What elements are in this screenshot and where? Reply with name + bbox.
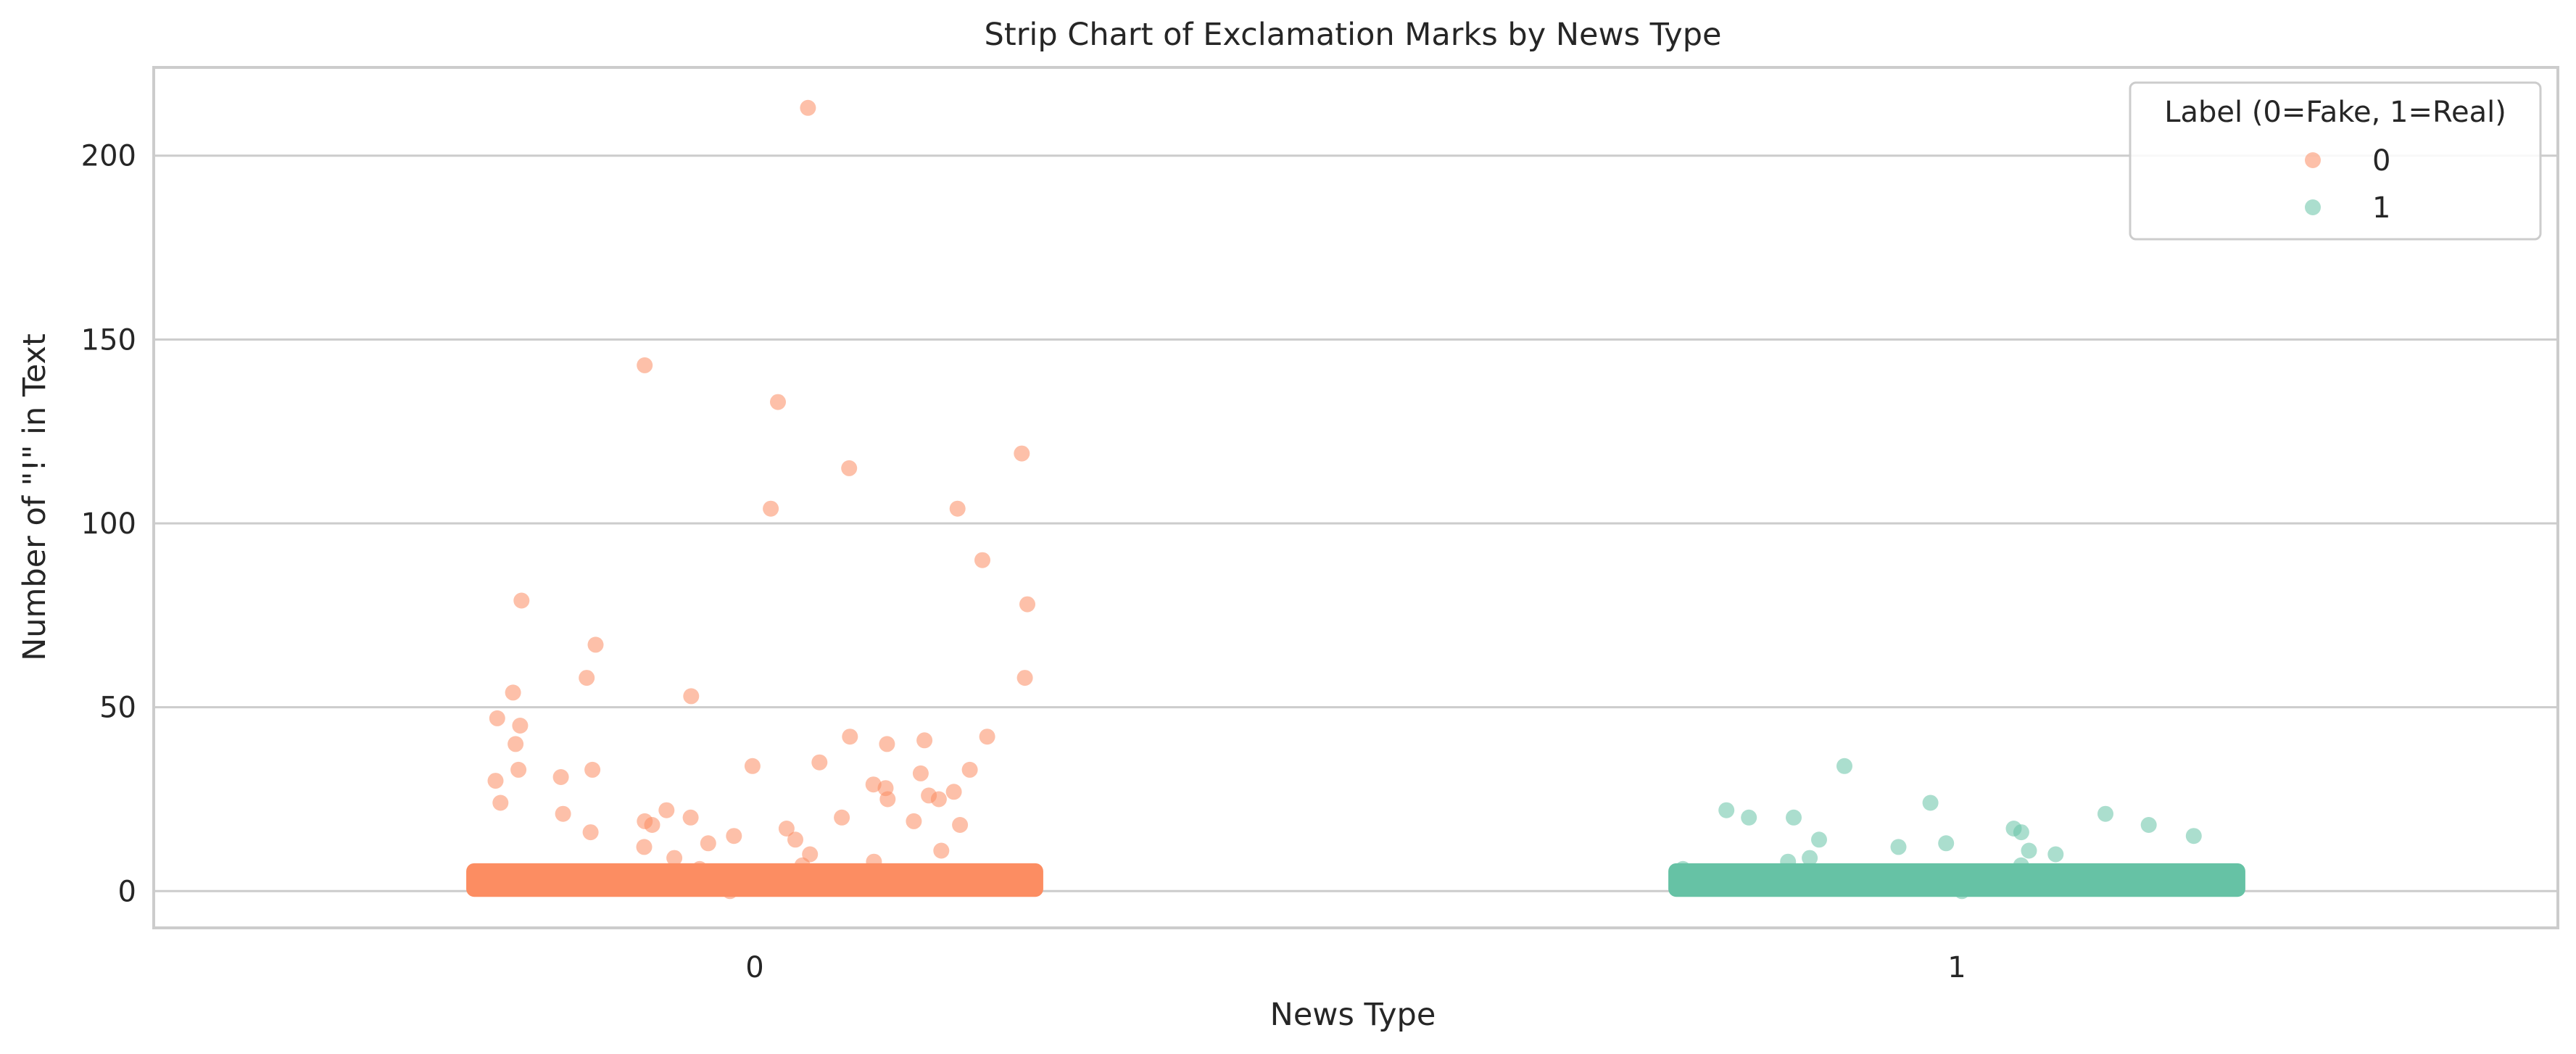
data-point bbox=[879, 736, 895, 752]
data-point bbox=[763, 500, 779, 517]
data-point bbox=[1890, 839, 1907, 855]
data-point bbox=[666, 850, 683, 866]
data-point bbox=[916, 732, 933, 749]
data-point bbox=[492, 794, 509, 811]
data-point bbox=[636, 839, 653, 855]
data-point bbox=[834, 809, 850, 826]
legend-box bbox=[2129, 81, 2542, 241]
data-point bbox=[487, 773, 504, 789]
dense-point-cluster bbox=[466, 863, 1043, 897]
data-point bbox=[1786, 809, 1802, 826]
data-point bbox=[513, 592, 530, 609]
data-point bbox=[930, 791, 947, 808]
legend-title: Label (0=Fake, 1=Real) bbox=[2164, 96, 2506, 129]
data-point bbox=[865, 776, 882, 793]
legend: Label (0=Fake, 1=Real) 0 1 bbox=[2129, 81, 2542, 241]
data-point bbox=[2021, 842, 2037, 859]
plot-frame bbox=[152, 66, 2559, 929]
legend-marker-1 bbox=[2305, 199, 2321, 215]
data-point bbox=[555, 805, 571, 822]
data-point bbox=[1016, 670, 1033, 686]
data-point bbox=[1741, 809, 1757, 826]
y-tick-label: 200 bbox=[81, 140, 136, 173]
data-point bbox=[949, 500, 966, 517]
data-point bbox=[1802, 850, 1818, 866]
data-point bbox=[587, 636, 604, 653]
data-point bbox=[637, 357, 653, 373]
y-tick-label: 100 bbox=[81, 507, 136, 541]
data-point bbox=[2097, 805, 2113, 822]
data-point bbox=[579, 670, 595, 686]
data-point bbox=[979, 729, 995, 745]
data-point bbox=[582, 824, 599, 841]
data-point bbox=[682, 809, 699, 826]
data-point bbox=[1938, 835, 1955, 852]
chart-title: Strip Chart of Exclamation Marks by News… bbox=[985, 17, 1722, 53]
data-point bbox=[510, 761, 527, 778]
data-point bbox=[787, 831, 803, 848]
data-point bbox=[1718, 802, 1735, 818]
data-point bbox=[505, 684, 521, 701]
x-tick-label: 0 bbox=[745, 951, 763, 984]
data-point bbox=[906, 813, 922, 829]
y-tick-label: 150 bbox=[81, 323, 136, 357]
data-point bbox=[2047, 846, 2064, 863]
data-point bbox=[945, 784, 962, 800]
data-point bbox=[2185, 828, 2202, 845]
x-tick-label: 1 bbox=[1947, 951, 1966, 984]
data-point bbox=[842, 729, 858, 745]
data-point bbox=[1014, 445, 1030, 462]
data-point bbox=[811, 754, 828, 771]
data-point bbox=[1811, 831, 1827, 848]
y-tick-label: 0 bbox=[118, 875, 136, 908]
data-point bbox=[1836, 758, 1852, 774]
data-point bbox=[1922, 794, 1939, 811]
data-points bbox=[466, 99, 2245, 900]
data-point bbox=[744, 758, 761, 774]
data-point bbox=[841, 460, 858, 476]
data-point bbox=[879, 791, 896, 808]
data-point bbox=[552, 769, 569, 785]
legend-label-0: 0 bbox=[2372, 144, 2390, 178]
y-axis-label: Number of "!" in Text bbox=[17, 333, 53, 661]
data-point bbox=[974, 552, 990, 568]
data-point bbox=[2013, 824, 2029, 841]
dense-point-cluster bbox=[1668, 863, 2245, 897]
data-point bbox=[683, 688, 700, 705]
data-point bbox=[700, 835, 716, 852]
data-point bbox=[770, 394, 786, 410]
y-tick-labels: 0 50 100 150 200 bbox=[81, 140, 136, 909]
data-point bbox=[933, 842, 950, 859]
legend-label-1: 1 bbox=[2372, 191, 2390, 225]
data-point bbox=[644, 817, 660, 833]
data-point bbox=[658, 802, 675, 818]
legend-marker-0 bbox=[2305, 152, 2321, 168]
data-point bbox=[912, 765, 929, 781]
data-point bbox=[2140, 817, 2157, 833]
data-point bbox=[512, 718, 529, 734]
data-point bbox=[778, 821, 795, 837]
data-point bbox=[952, 817, 969, 833]
data-point bbox=[489, 710, 505, 726]
data-point bbox=[802, 846, 819, 863]
x-axis-label: News Type bbox=[1270, 997, 1436, 1033]
data-point bbox=[800, 99, 816, 116]
y-tick-label: 50 bbox=[99, 692, 136, 725]
data-point bbox=[508, 736, 524, 752]
data-point bbox=[726, 828, 742, 845]
data-point bbox=[1019, 596, 1035, 613]
data-point bbox=[961, 761, 978, 778]
data-point bbox=[584, 761, 601, 778]
